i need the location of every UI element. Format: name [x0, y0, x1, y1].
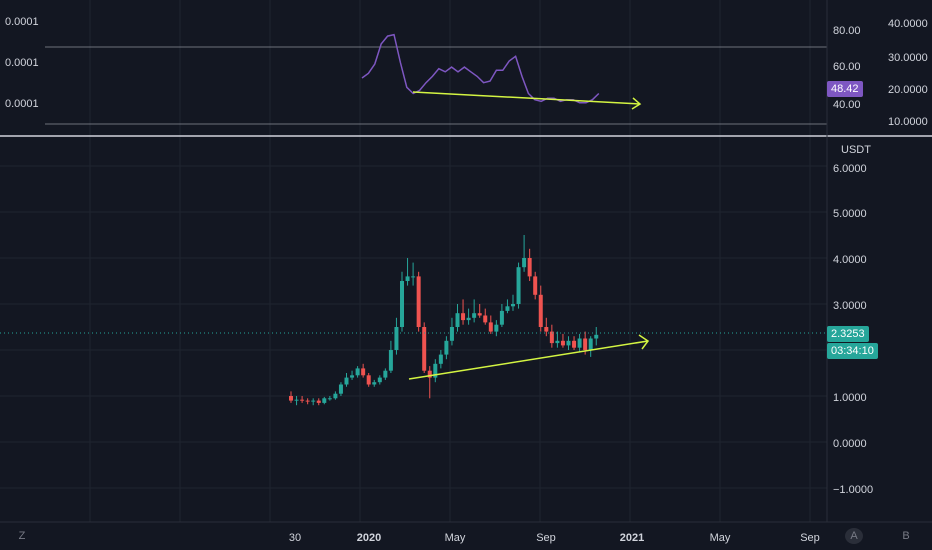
candle-body: [316, 400, 321, 403]
candle-body: [411, 276, 416, 278]
time-label-may-2020: May: [445, 532, 466, 544]
rsi-left-label-2: 0.0001: [5, 57, 39, 69]
candles: [289, 235, 599, 406]
far-right-label-30: 30.0000: [888, 52, 928, 64]
candle-body: [577, 338, 582, 348]
candle-body: [544, 327, 549, 332]
candle-body: [588, 338, 593, 350]
candle-body: [427, 370, 432, 378]
candle-body: [533, 276, 538, 295]
candle-body: [583, 338, 588, 350]
candle-body: [377, 377, 382, 383]
candle-body: [511, 304, 515, 307]
candle-body: [294, 399, 299, 401]
grid: [0, 0, 827, 522]
log-scale-button[interactable]: B: [902, 530, 910, 542]
candle-body: [472, 313, 477, 318]
time-label-sep-2021: Sep: [800, 532, 820, 544]
candle-body: [499, 310, 504, 325]
time-label-30: 30: [289, 532, 301, 544]
price-panel: USDT 6.0000 5.0000 4.0000 3.0000 1.0000 …: [0, 144, 873, 496]
candle-body: [560, 340, 565, 346]
candle-body: [516, 267, 521, 304]
time-label-sep-2020: Sep: [536, 532, 556, 544]
candle-body: [444, 340, 449, 355]
time-axis[interactable]: 30 2020 May Sep 2021 May Sep: [0, 521, 932, 544]
rsi-value-tag: 48.42: [827, 81, 863, 97]
rsi-left-label-1: 0.0001: [5, 16, 39, 28]
price-label-neg1: −1.0000: [833, 484, 873, 496]
candle-body: [327, 398, 332, 400]
currency-label: USDT: [841, 144, 871, 156]
candle-body: [361, 368, 366, 376]
rsi-trendline[interactable]: [412, 91, 641, 105]
candle-body: [494, 324, 499, 332]
candle-body: [483, 315, 488, 323]
zoom-button[interactable]: Z: [18, 530, 26, 542]
price-trendline[interactable]: [408, 340, 649, 380]
candle-body: [400, 281, 404, 327]
candle-body: [333, 393, 338, 399]
candle-body: [383, 370, 388, 378]
candle-body: [305, 400, 310, 402]
candle-body: [300, 399, 305, 401]
candle-body: [433, 363, 438, 378]
candle-body: [416, 276, 421, 327]
candle-body: [455, 313, 460, 327]
price-trendline-arrow: [638, 334, 650, 350]
far-right-label-40: 40.0000: [888, 18, 928, 30]
price-label-3: 3.0000: [833, 300, 867, 312]
candle-body: [466, 317, 471, 321]
candle-body: [344, 377, 349, 385]
candle-body: [538, 294, 543, 327]
candle-body: [388, 350, 393, 371]
candle-body: [477, 313, 482, 316]
rsi-right-label-80: 80.00: [833, 25, 861, 37]
candle-body: [505, 306, 510, 311]
candle-body: [549, 331, 554, 344]
countdown-tag: 03:34:10: [827, 343, 878, 359]
price-label-5: 5.0000: [833, 208, 867, 220]
rsi-trendline-arrow: [631, 97, 642, 110]
candle-body: [394, 327, 399, 350]
candle-body: [522, 258, 527, 268]
price-label-0: 0.0000: [833, 438, 867, 450]
candle-body: [461, 313, 466, 321]
candle-body: [311, 400, 316, 402]
candle-body: [366, 375, 371, 385]
candle-body: [355, 368, 360, 376]
auto-scale-button[interactable]: A: [845, 528, 863, 544]
candle-body: [572, 340, 577, 348]
candle-body: [289, 396, 293, 401]
candle-body: [338, 384, 343, 394]
time-label-2021: 2021: [620, 532, 644, 544]
candle-body: [422, 327, 427, 371]
candle-body: [350, 375, 355, 378]
price-label-4: 4.0000: [833, 254, 867, 266]
far-right-label-10: 10.0000: [888, 116, 928, 128]
price-label-6: 6.0000: [833, 163, 867, 175]
rsi-right-label-40: 40.00: [833, 99, 861, 111]
candle-body: [405, 276, 410, 281]
rsi-left-label-3: 0.0001: [5, 98, 39, 110]
current-price-tag: 2.3253: [827, 326, 869, 342]
rsi-right-label-60: 60.00: [833, 61, 861, 73]
candle-body: [527, 258, 532, 277]
candle-body: [488, 322, 493, 332]
time-label-2020: 2020: [357, 532, 381, 544]
candle-body: [438, 354, 443, 364]
rsi-panel: 0.0001 0.0001 0.0001 80.00 60.00 40.00 4…: [5, 16, 928, 128]
candle-body: [555, 340, 560, 344]
candle-body: [566, 340, 571, 346]
candle-body: [449, 327, 454, 341]
candle-body: [372, 382, 377, 385]
rsi-line: [361, 33, 600, 104]
time-label-may-2021: May: [710, 532, 731, 544]
candle-body: [594, 334, 599, 339]
far-right-label-20: 20.0000: [888, 84, 928, 96]
price-label-1: 1.0000: [833, 392, 867, 404]
candle-body: [322, 398, 327, 403]
